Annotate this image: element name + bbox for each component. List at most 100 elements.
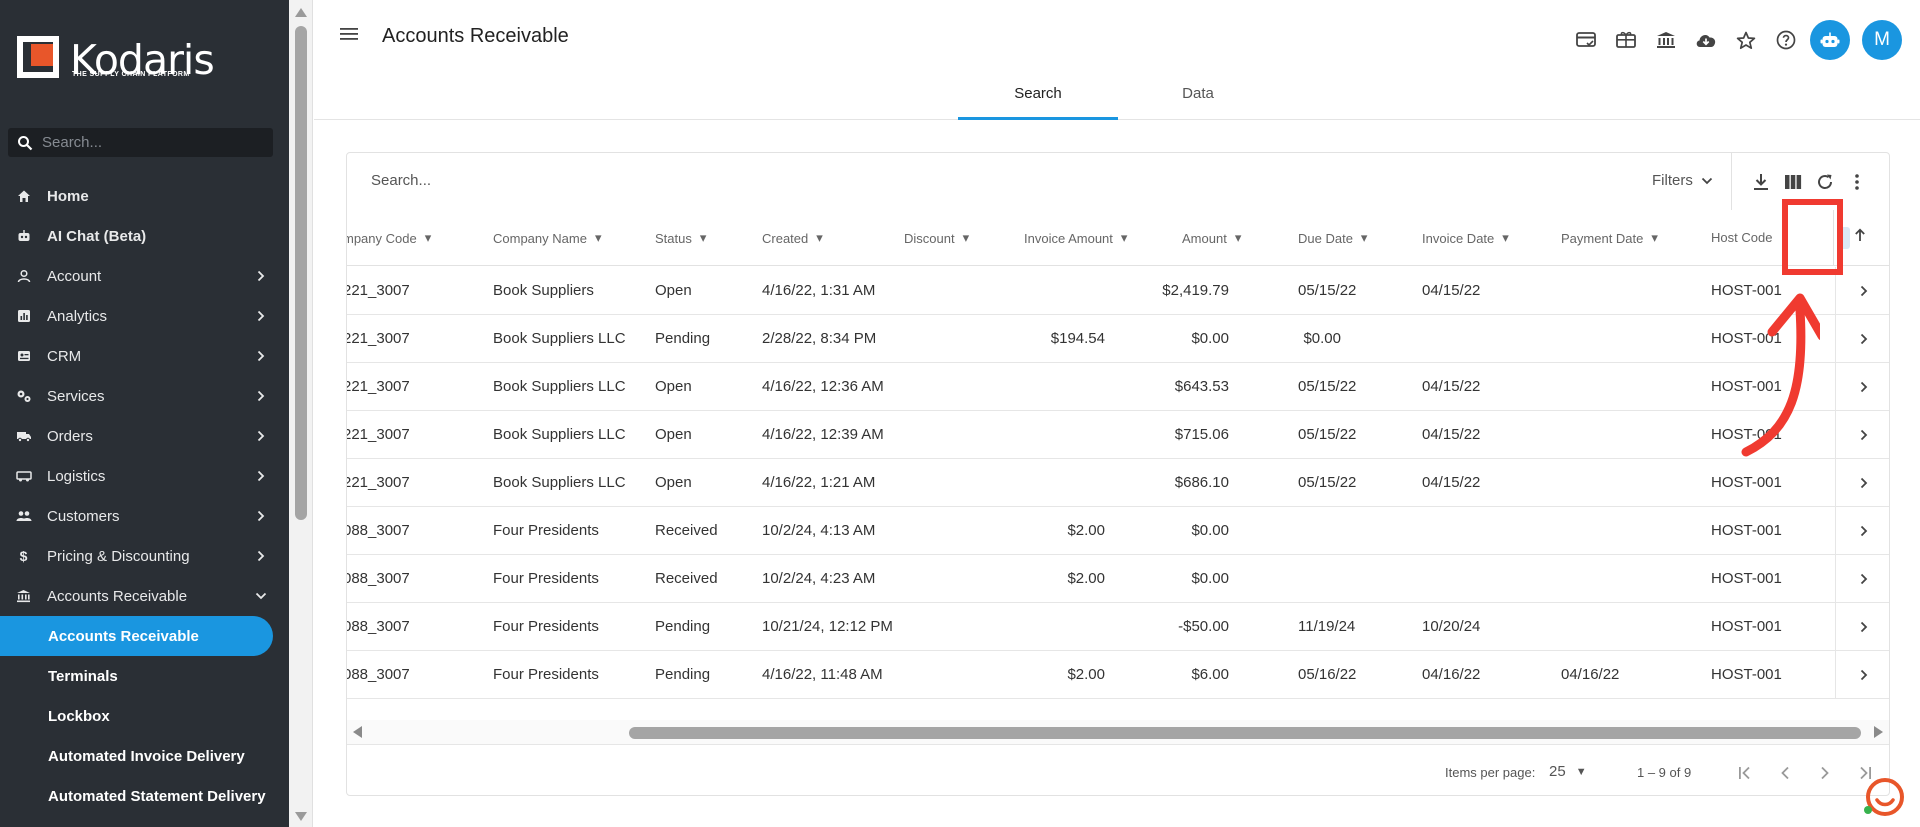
tab-data[interactable]: Data — [1182, 85, 1214, 102]
robot-icon — [0, 229, 47, 243]
support-chat-icon[interactable] — [1862, 776, 1904, 818]
arrow-up-icon[interactable] — [1854, 228, 1866, 247]
sidebar-item-crm[interactable]: CRM — [0, 336, 289, 376]
row-open-chevron-icon[interactable] — [1835, 555, 1889, 603]
truck-icon — [0, 429, 47, 443]
row-open-chevron-icon[interactable] — [1835, 411, 1889, 459]
filters-label: Filters — [1652, 172, 1693, 189]
previous-page-icon[interactable] — [1765, 759, 1805, 787]
cell-amount: $194.54 — [1050, 330, 1105, 347]
cell-company-name: Four Presidents — [493, 618, 599, 635]
sidebar-subitem-accounts-receivable[interactable]: Accounts Receivable — [0, 616, 273, 656]
table-search-input[interactable]: Search... — [371, 172, 432, 189]
scroll-left-arrow-icon[interactable] — [353, 726, 362, 738]
help-icon[interactable] — [1766, 24, 1806, 56]
column-header-discount[interactable]: Discount ▾ — [904, 230, 970, 246]
table-row[interactable]: 221_3007 Book Suppliers LLC Open 4/16/22, 1… — [347, 459, 1889, 507]
sidebar-item-orders[interactable]: Orders — [0, 416, 289, 456]
pagination-buttons — [1725, 759, 1885, 787]
column-header-company-code[interactable]: mpany Code ▾ — [347, 230, 432, 246]
cell-status: Pending — [655, 330, 711, 347]
scroll-right-arrow-icon[interactable] — [1874, 726, 1883, 738]
cell-host-code: HOST-001 — [1711, 474, 1782, 491]
row-open-chevron-icon[interactable] — [1835, 267, 1889, 315]
sidebar-scrollbar[interactable] — [289, 0, 313, 827]
cell-status: Open — [655, 282, 692, 299]
gift-card-icon[interactable] — [1606, 24, 1646, 56]
sidebar-nav: Home AI Chat (Beta) Account Analytics CR… — [0, 176, 289, 816]
more-vert-icon[interactable] — [1841, 169, 1873, 195]
tab-search[interactable]: Search — [958, 72, 1118, 120]
scroll-up-arrow-icon[interactable] — [295, 8, 307, 17]
scrollbar-thumb[interactable] — [295, 26, 307, 520]
column-header-created[interactable]: Created ▾ — [762, 230, 823, 246]
table-row[interactable]: 221_3007 Book Suppliers Open 4/16/22, 1:31 … — [347, 267, 1889, 315]
sidebar-subitem-lockbox[interactable]: Lockbox — [48, 707, 110, 725]
column-header-invoice-date[interactable]: Invoice Date ▾ — [1422, 230, 1509, 246]
sidebar-item-account[interactable]: Account — [0, 256, 289, 296]
next-page-icon[interactable] — [1805, 759, 1845, 787]
column-header-payment-date[interactable]: Payment Date ▾ — [1561, 230, 1658, 246]
row-open-chevron-icon[interactable] — [1835, 651, 1889, 699]
sidebar-item-pricing[interactable]: $ Pricing & Discounting — [0, 536, 289, 576]
column-header-host-code[interactable]: Host Code — [1711, 230, 1773, 245]
sidebar-search-input[interactable]: Search... — [8, 128, 273, 157]
sidebar-item-analytics[interactable]: Analytics — [0, 296, 289, 336]
column-header-invoice-amount[interactable]: Invoice Amount ▾ — [1024, 230, 1128, 246]
items-per-page-select[interactable]: 25 ▼ — [1549, 763, 1587, 780]
cloud-download-icon[interactable] — [1686, 24, 1726, 56]
robot-icon[interactable] — [1810, 20, 1850, 60]
cell-company-code: 221_3007 — [347, 378, 410, 395]
row-open-chevron-icon[interactable] — [1835, 363, 1889, 411]
hamburger-menu-icon[interactable] — [340, 27, 358, 46]
first-page-icon[interactable] — [1725, 759, 1765, 787]
sidebar-item-accounts-receivable[interactable]: Accounts Receivable — [0, 576, 289, 616]
star-icon[interactable] — [1726, 24, 1766, 56]
sidebar-item-customers[interactable]: Customers — [0, 496, 289, 536]
column-header-due-date[interactable]: Due Date ▾ — [1298, 230, 1368, 246]
sidebar-item-services[interactable]: Services — [0, 376, 289, 416]
chevron-right-icon — [249, 470, 273, 482]
table-row[interactable]: 088_3007 Four Presidents Received 10/2/24, … — [347, 555, 1889, 603]
table-horizontal-scrollbar[interactable] — [347, 720, 1889, 744]
sidebar-subitem-automated-statement-delivery[interactable]: Automated Statement Delivery — [48, 787, 266, 805]
sort-down-icon: ▾ — [816, 230, 823, 245]
sidebar-item-home[interactable]: Home — [0, 176, 289, 216]
column-header-status[interactable]: Status ▾ — [655, 230, 707, 246]
cell-status: Pending — [655, 666, 711, 683]
sidebar-item-ai-chat[interactable]: AI Chat (Beta) — [0, 216, 289, 256]
row-open-chevron-icon[interactable] — [1835, 459, 1889, 507]
cell-amount: $2.00 — [1067, 570, 1105, 587]
sidebar-subitem-terminals[interactable]: Terminals — [48, 667, 118, 685]
cell-host-code: HOST-001 — [1711, 282, 1782, 299]
sidebar-subitem-automated-invoice-delivery[interactable]: Automated Invoice Delivery — [48, 747, 245, 765]
brand-tagline: THE SUPPLY CHAIN PLATFORM — [72, 71, 190, 78]
last-page-icon[interactable] — [1845, 759, 1885, 787]
bank-icon[interactable] — [1646, 24, 1686, 56]
table-row[interactable]: 221_3007 Book Suppliers LLC Open 4/16/22, 1… — [347, 411, 1889, 459]
scroll-down-arrow-icon[interactable] — [295, 812, 307, 821]
column-header-company-name[interactable]: Company Name ▾ — [493, 230, 602, 246]
columns-icon[interactable] — [1777, 169, 1809, 195]
table-row[interactable]: 088_3007 Four Presidents Pending 10/21/24, … — [347, 603, 1889, 651]
cell-due-date: 05/15/22 — [1298, 426, 1357, 443]
table-row[interactable]: 221_3007 Book Suppliers LLC Open 4/16/22, 1… — [347, 363, 1889, 411]
cell-invoice-date: 04/15/22 — [1422, 378, 1481, 395]
download-icon[interactable] — [1745, 169, 1777, 195]
column-header-amount[interactable]: Amount ▾ — [1182, 230, 1242, 246]
cell-due-date: 05/15/22 — [1298, 282, 1357, 299]
table-row[interactable]: 088_3007 Four Presidents Pending 4/16/22, 1… — [347, 651, 1889, 699]
table-row[interactable]: 088_3007 Four Presidents Received 10/2/24, … — [347, 507, 1889, 555]
refresh-icon[interactable] — [1809, 169, 1841, 195]
user-avatar[interactable]: M — [1862, 20, 1902, 60]
row-open-chevron-icon[interactable] — [1835, 507, 1889, 555]
cell-created: 4/16/22, 12:36 AM — [762, 378, 884, 395]
table-row[interactable]: 221_3007 Book Suppliers LLC Pending 2/28/22… — [347, 315, 1889, 363]
filters-dropdown[interactable]: Filters — [1652, 172, 1713, 189]
row-open-chevron-icon[interactable] — [1835, 603, 1889, 651]
sidebar-item-logistics[interactable]: Logistics — [0, 456, 289, 496]
credit-card-check-icon[interactable] — [1566, 24, 1606, 56]
scrollbar-thumb[interactable] — [629, 727, 1861, 739]
row-open-chevron-icon[interactable] — [1835, 315, 1889, 363]
header-actions: M — [1566, 20, 1902, 60]
